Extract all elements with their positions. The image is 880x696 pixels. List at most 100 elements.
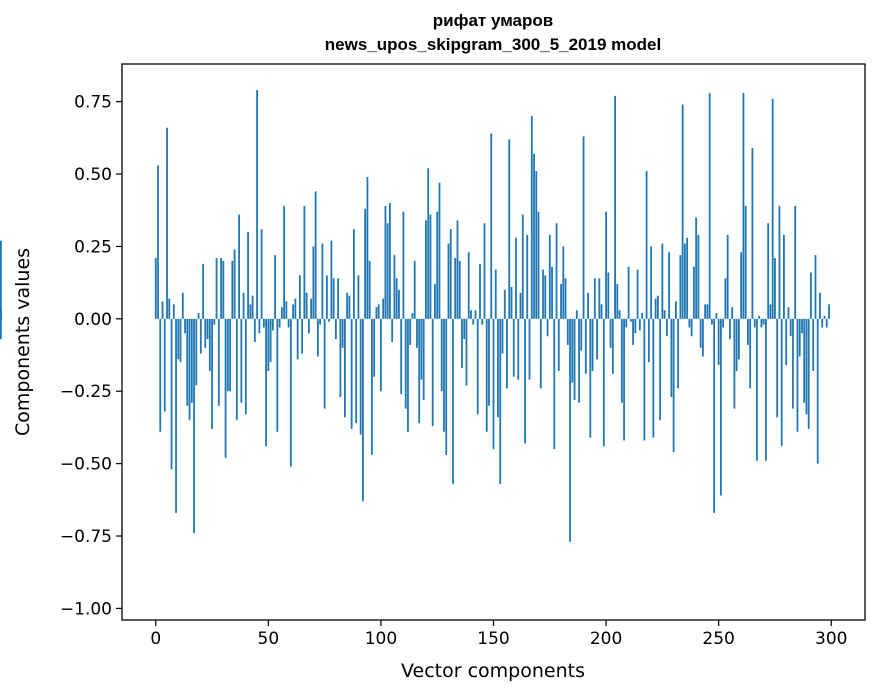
bar	[686, 237, 689, 319]
bar	[562, 246, 565, 319]
bar	[398, 289, 400, 319]
bar	[814, 255, 817, 319]
bar	[645, 171, 648, 319]
bar	[632, 318, 634, 345]
bar	[427, 168, 430, 319]
bar	[334, 318, 337, 340]
bar	[170, 318, 173, 470]
bar	[508, 139, 511, 319]
bar	[305, 292, 308, 319]
bar	[823, 315, 826, 319]
bar	[616, 284, 619, 319]
bar	[292, 304, 295, 319]
bar	[485, 318, 488, 432]
bar	[488, 318, 490, 406]
bar	[461, 318, 463, 369]
bar	[749, 318, 752, 389]
bar	[803, 318, 806, 403]
bar	[798, 318, 801, 357]
bar	[517, 318, 520, 380]
y-axis-ticks: −1.00 −0.75 −0.50 −0.25 0.00 0.25 0.50 0.75	[60, 93, 122, 619]
bar	[701, 318, 704, 357]
bar	[609, 318, 612, 348]
bar	[569, 318, 571, 542]
y-tick-label: 0.75	[74, 93, 112, 113]
bar	[355, 318, 358, 424]
bar	[602, 318, 605, 447]
bar	[337, 278, 340, 319]
bar	[377, 304, 380, 319]
bar	[789, 318, 792, 337]
bar	[344, 318, 346, 418]
bar	[375, 307, 378, 319]
bar	[262, 318, 265, 328]
bar	[204, 318, 207, 348]
bar	[400, 318, 403, 395]
bar	[229, 318, 231, 392]
bar	[753, 318, 756, 328]
bar	[713, 318, 716, 513]
bar	[530, 116, 533, 319]
bar	[429, 214, 432, 319]
bar	[623, 318, 625, 441]
bar	[564, 278, 567, 319]
bar	[794, 205, 797, 319]
bar	[607, 272, 610, 319]
bar	[386, 223, 389, 319]
bar	[548, 234, 551, 319]
bar	[350, 318, 353, 429]
bar	[747, 318, 749, 345]
bar	[692, 266, 695, 319]
bar	[449, 229, 452, 319]
bar	[314, 191, 317, 319]
bar	[312, 246, 315, 319]
bar	[217, 318, 220, 406]
bar	[769, 304, 772, 319]
bar	[697, 234, 700, 319]
bar	[208, 318, 211, 371]
bar	[580, 318, 583, 351]
bar	[535, 171, 538, 319]
bar	[168, 298, 171, 319]
bar	[625, 318, 628, 328]
bar	[267, 318, 270, 371]
x-tick-label: 300	[815, 629, 847, 649]
bar	[670, 318, 673, 398]
bar	[265, 318, 267, 447]
bar	[731, 307, 734, 319]
bar	[481, 318, 484, 325]
bar	[521, 214, 524, 319]
x-axis-label: Vector components	[401, 660, 585, 682]
bar	[765, 318, 767, 461]
bar	[589, 318, 592, 438]
bar	[294, 298, 297, 319]
bar	[551, 266, 553, 319]
bar	[175, 318, 177, 513]
bar	[584, 318, 587, 374]
bar	[629, 318, 632, 322]
x-tick-label: 150	[477, 629, 509, 649]
y-tick-label: −0.75	[60, 527, 112, 547]
y-axis-label: Components values	[12, 248, 34, 436]
bar	[598, 278, 601, 319]
bar	[296, 318, 299, 360]
bar	[560, 284, 562, 319]
bar	[436, 211, 439, 319]
bar	[346, 292, 349, 319]
bar	[226, 318, 229, 392]
bar	[756, 318, 758, 461]
bar	[674, 301, 677, 319]
bar	[244, 318, 247, 415]
bar	[634, 318, 637, 334]
bar	[650, 246, 653, 319]
bar	[825, 318, 828, 328]
bar	[760, 318, 763, 328]
bar	[163, 318, 166, 412]
bar	[783, 234, 785, 319]
bar	[785, 318, 788, 366]
bar	[605, 211, 607, 319]
bar	[411, 313, 414, 319]
bar	[222, 260, 225, 319]
bar	[774, 258, 776, 319]
bar	[440, 318, 443, 392]
